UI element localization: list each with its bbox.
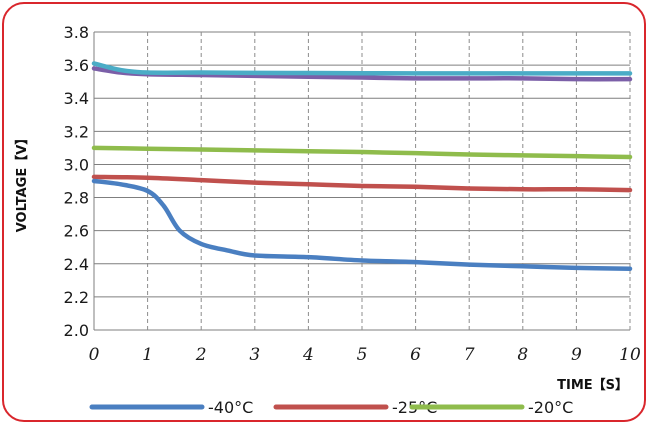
series-line	[91, 145, 633, 160]
x-tick-label: 0	[89, 345, 100, 365]
legend: -40°C-25°C-20°C	[89, 398, 573, 417]
y-tick-labels: 2.0 2.2 2.4 2.6 2.8 3.0 3.2 3.4 3.6 3.8	[64, 23, 89, 340]
grid	[93, 31, 631, 331]
x-axis-title: TIME【S】	[557, 377, 628, 393]
x-tick-label: 7	[464, 345, 475, 365]
y-tick-label: 2.0	[64, 321, 89, 340]
x-tick-label: 10	[619, 345, 641, 365]
series-line	[91, 178, 633, 271]
series-lines	[91, 61, 633, 271]
y-tick-label: 3.0	[64, 155, 89, 174]
y-tick-label: 2.6	[64, 222, 89, 241]
y-tick-label: 3.2	[64, 122, 89, 141]
y-tick-label: 2.8	[64, 189, 89, 208]
y-axis-title: VOLTAGE【V】	[14, 132, 30, 233]
y-tick-label: 3.8	[64, 23, 89, 42]
x-tick-label: 5	[357, 345, 368, 365]
x-tick-label: 4	[302, 345, 314, 365]
x-tick-label: 2	[195, 345, 207, 365]
y-tick-label: 2.2	[64, 288, 89, 307]
series-line	[91, 174, 633, 193]
x-tick-label: 9	[571, 345, 582, 365]
x-tick-labels: 0 1 2 3 4 5 6 7 8 9 10	[89, 345, 641, 365]
x-tick-label: 3	[249, 345, 260, 365]
series-line	[91, 61, 633, 76]
legend-label: -40°C	[208, 398, 253, 417]
y-tick-label: 2.4	[64, 255, 89, 274]
x-tick-label: 8	[517, 345, 528, 365]
legend-label: -20°C	[528, 398, 573, 417]
x-tick-label: 6	[410, 345, 421, 365]
x-tick-label: 1	[142, 345, 153, 365]
y-tick-label: 3.6	[64, 56, 89, 75]
y-tick-label: 3.4	[64, 89, 89, 108]
